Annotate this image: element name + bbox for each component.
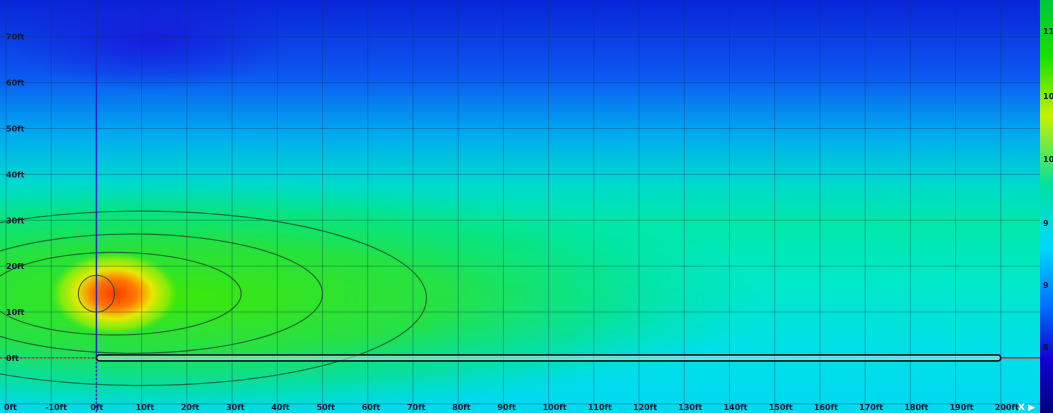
x-tick-label: 40ft <box>271 403 290 412</box>
x-tick-label: -10ft <box>45 403 67 412</box>
x-tick-label: 10ft <box>136 403 155 412</box>
x-tick-label: 30ft <box>226 403 245 412</box>
contour-line <box>0 210 428 387</box>
colorbar-tick-label: 9 <box>1043 281 1049 290</box>
x-tick-label: 90ft <box>497 403 516 412</box>
colorbar: 11 10 10 9 9 8 <box>1040 0 1053 413</box>
x-tick-label: 60ft <box>362 403 381 412</box>
x-tick-label: 100ft <box>543 403 567 412</box>
colorbar-tick-label: 10 <box>1043 92 1053 101</box>
x-tick-label: 120ft <box>633 403 657 412</box>
colorbar-tick-label: 10 <box>1043 155 1053 164</box>
y-tick-label: 20ft <box>6 262 25 271</box>
x-tick-label: 0ft <box>4 403 17 412</box>
x-tick-label: 110ft <box>588 403 612 412</box>
colorbar-gradient <box>1040 0 1053 413</box>
x-tick-label: 80ft <box>452 403 471 412</box>
colorbar-tick-label: 9 <box>1043 219 1049 228</box>
y-tick-label: 60ft <box>6 79 25 88</box>
colorbar-tick-label: 11 <box>1043 27 1053 36</box>
low-intensity-region <box>10 0 290 90</box>
contour-line <box>0 233 324 354</box>
x-tick-label: 130ft <box>678 403 702 412</box>
x-tick-label: 70ft <box>407 403 426 412</box>
reference-bar <box>95 354 1002 362</box>
x-tick-label: 190ft <box>950 403 974 412</box>
colorbar-tick-labels: 11 10 10 9 9 8 <box>1043 27 1053 352</box>
colorbar-tick-label: 8 <box>1043 343 1049 352</box>
y-tick-labels: 0ft 10ft 20ft 30ft 40ft 50ft 60ft 70ft <box>6 33 25 363</box>
x-tick-labels: 0ft -10ft 0ft 10ft 20ft 30ft 40ft 50ft 60ft 70ft 8… <box>4 403 1019 412</box>
x-tick-label: 50ft <box>317 403 336 412</box>
x-axis-arrow-label: X ▶ <box>1018 403 1035 413</box>
x-tick-label: 140ft <box>723 403 747 412</box>
x-tick-label: 0ft <box>90 403 103 412</box>
y-tick-label: 50ft <box>6 124 25 133</box>
y-tick-label: 0ft <box>6 354 19 363</box>
y-tick-label: 40ft <box>6 170 25 179</box>
x-tick-label: 160ft <box>814 403 838 412</box>
contour-lines <box>0 210 428 387</box>
x-tick-label: 200ft <box>995 403 1019 412</box>
contour-line <box>0 251 242 336</box>
x-tick-label: 180ft <box>904 403 928 412</box>
y-tick-label: 30ft <box>6 216 25 225</box>
y-tick-label: 70ft <box>6 33 25 42</box>
y-tick-label: 10ft <box>6 308 25 317</box>
x-tick-label: 20ft <box>181 403 200 412</box>
x-tick-label: 150ft <box>769 403 793 412</box>
x-tick-label: 170ft <box>859 403 883 412</box>
